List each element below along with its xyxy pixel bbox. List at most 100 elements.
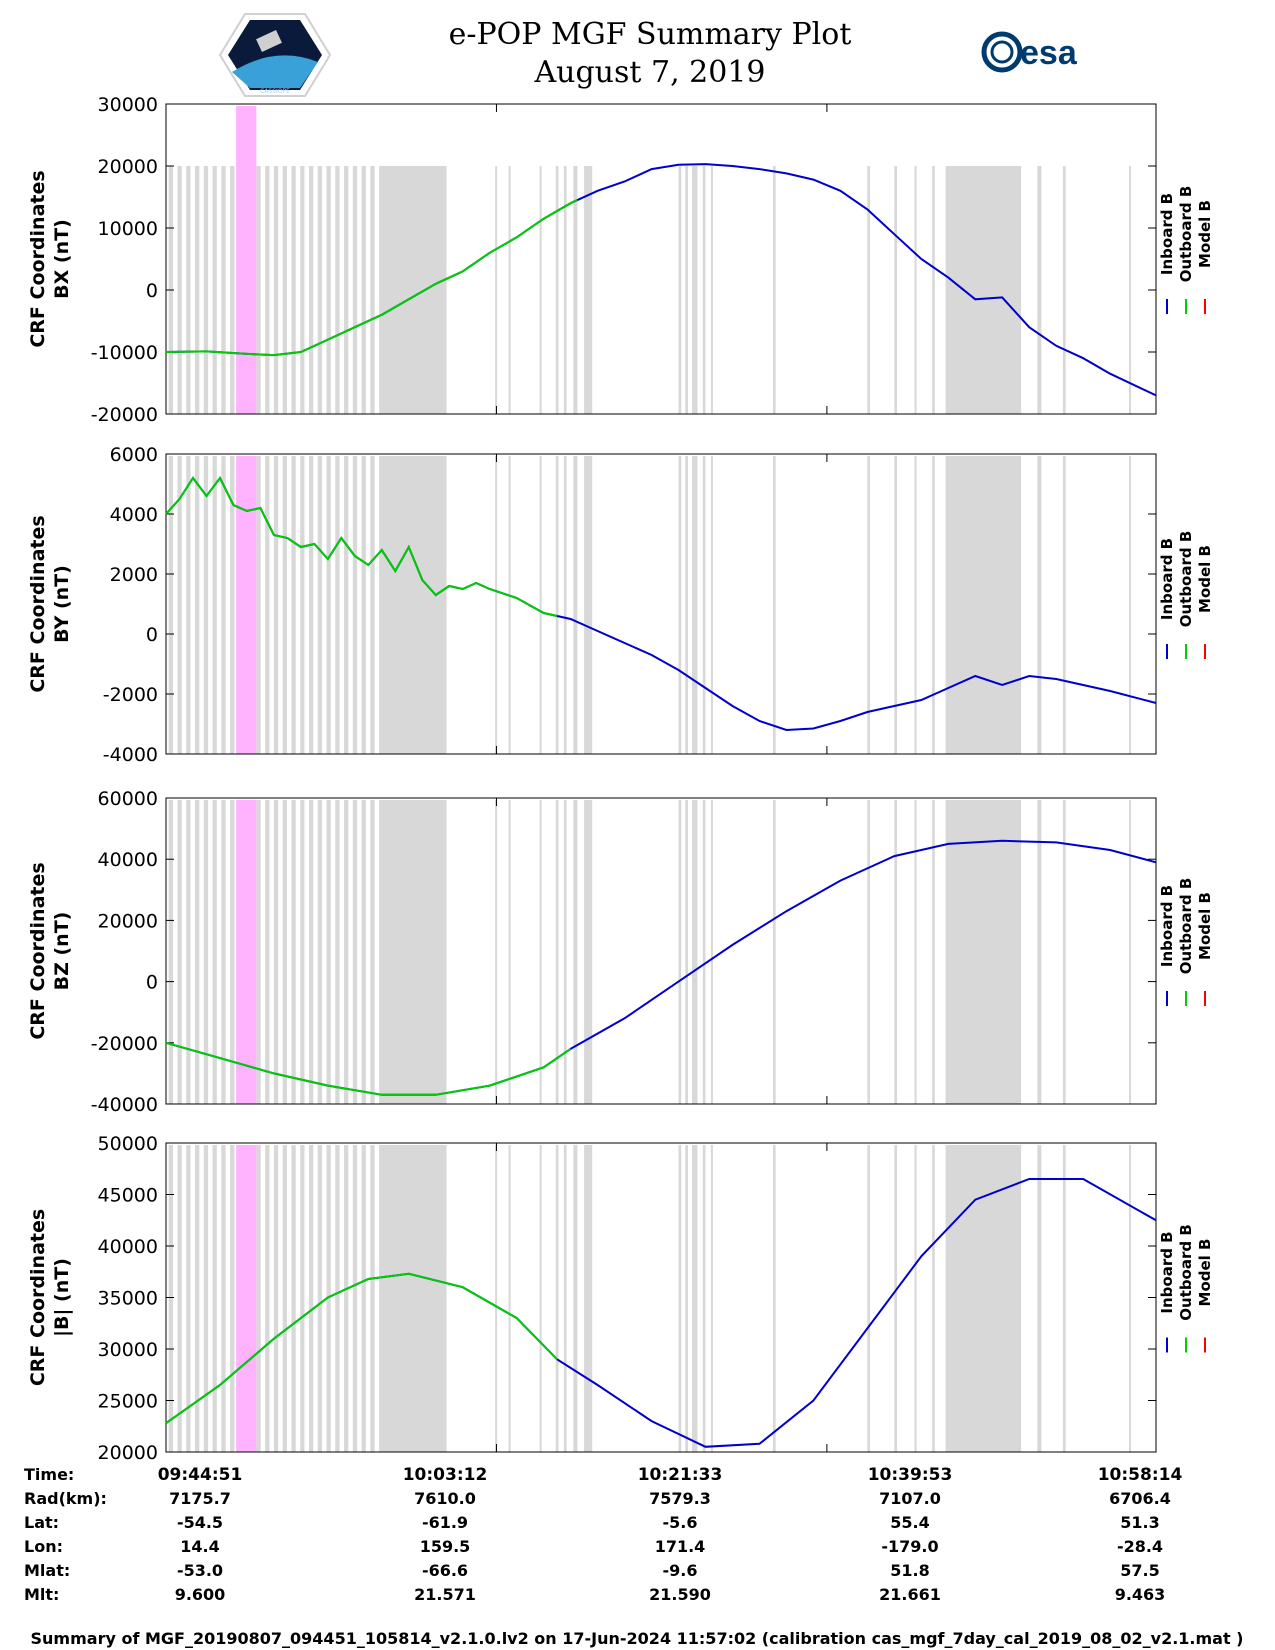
gap-stripe <box>352 800 358 1104</box>
event-band <box>236 456 257 754</box>
gap-stripe <box>326 1145 331 1452</box>
y-tick-label: 0 <box>146 624 158 646</box>
gap-stripe <box>273 800 279 1104</box>
gap-stripe <box>326 456 331 754</box>
gap-stripe <box>177 1145 182 1452</box>
data-gap-shading <box>168 800 1132 1104</box>
y-tick-label: 0 <box>146 280 158 302</box>
gap-stripe <box>194 456 200 754</box>
gap-stripe <box>573 456 578 754</box>
gap-stripe <box>932 1145 935 1452</box>
gap-stripe <box>555 166 559 414</box>
y-tick-label: 20000 <box>98 156 158 178</box>
gap-stripe <box>379 456 384 754</box>
plot-frame <box>165 797 1157 1105</box>
legend-label: Inboard B <box>1158 193 1176 275</box>
y-axis-unit-label: BZ (nT) <box>51 912 73 991</box>
gap-stripe <box>300 166 305 414</box>
gap-stripe <box>300 456 305 754</box>
gap-stripe <box>168 800 174 1104</box>
y-tick-label: 0 <box>146 972 158 994</box>
time-table-cell: 6706.4 <box>1109 1489 1171 1508</box>
gap-stripe <box>381 1145 447 1452</box>
y-tick-label: 40000 <box>98 1236 158 1258</box>
title-line-2: August 7, 2019 <box>533 55 765 90</box>
gap-stripe <box>352 456 358 754</box>
data-gap-shading <box>168 166 1132 414</box>
gap-stripe <box>508 800 511 1104</box>
data-gap-shading <box>168 1145 1132 1452</box>
y-axis-unit-label: |B| (nT) <box>51 1258 73 1337</box>
gap-stripe <box>230 166 235 414</box>
gap-stripe <box>508 456 511 754</box>
gap-stripe <box>344 456 349 754</box>
time-table-cell: 10:39:53 <box>868 1465 953 1485</box>
gap-stripe <box>495 166 498 414</box>
gap-stripe <box>186 456 191 754</box>
gap-stripe <box>710 456 713 754</box>
gap-stripe <box>867 166 871 414</box>
outboard-series-line <box>165 1272 558 1425</box>
gap-stripe <box>894 456 898 754</box>
gap-stripe <box>508 166 511 414</box>
gap-stripe <box>539 456 542 754</box>
gap-stripe <box>1062 800 1066 1104</box>
gap-stripe <box>894 1145 898 1452</box>
gap-stripe <box>555 800 559 1104</box>
gap-stripe <box>177 800 182 1104</box>
gap-stripe <box>265 456 270 754</box>
gap-stripe <box>508 1145 511 1452</box>
gap-stripe <box>335 166 340 414</box>
gap-stripe <box>702 456 706 754</box>
y-axis-label: CRF Coordinates <box>27 1209 49 1386</box>
gap-stripe <box>265 166 270 414</box>
gap-stripe <box>495 1145 498 1452</box>
time-table-cell: -9.6 <box>663 1561 698 1580</box>
time-table-cell: 55.4 <box>890 1513 929 1532</box>
gap-stripe <box>317 1145 323 1452</box>
gap-stripe <box>584 456 593 754</box>
gap-stripe <box>379 166 384 414</box>
gap-stripe <box>212 1145 217 1452</box>
gap-stripe <box>563 166 567 414</box>
gap-stripe <box>335 456 340 754</box>
y-axis-label: CRF Coordinates <box>27 515 49 692</box>
gap-stripe <box>710 800 713 1104</box>
gap-stripe <box>273 166 279 414</box>
gap-stripe <box>1062 1145 1066 1452</box>
outboard-series-line <box>165 199 578 357</box>
gap-stripe <box>168 1145 174 1452</box>
gap-stripe <box>381 800 447 1104</box>
gap-stripe <box>772 1145 776 1452</box>
y-tick-label: 45000 <box>98 1185 158 1207</box>
gap-stripe <box>273 1145 279 1452</box>
gap-stripe <box>710 166 713 414</box>
gap-stripe <box>265 1145 270 1452</box>
gap-stripe <box>702 166 706 414</box>
event-band <box>236 1145 257 1452</box>
event-band <box>236 800 257 1104</box>
gap-stripe <box>230 1145 235 1452</box>
header: CASSIOPE e-POP MGF Summary Plot August 7… <box>218 13 1078 97</box>
gap-stripe <box>555 456 559 754</box>
time-table-cell: 7610.0 <box>414 1489 476 1508</box>
outboard-series-line <box>165 1041 572 1096</box>
gap-stripe <box>300 800 305 1104</box>
gap-stripe <box>1062 456 1066 754</box>
y-tick-label: 20000 <box>98 1442 158 1464</box>
time-table-cell: 10:21:33 <box>638 1465 723 1485</box>
gap-stripe <box>692 166 698 414</box>
gap-stripe <box>563 1145 567 1452</box>
gap-stripe <box>867 1145 871 1452</box>
gap-stripe <box>381 166 447 414</box>
gap-stripe <box>194 800 200 1104</box>
gap-stripe <box>230 800 235 1104</box>
gap-stripe <box>317 166 323 414</box>
gap-stripe <box>539 800 542 1104</box>
gap-stripe <box>1037 800 1042 1104</box>
gap-stripe <box>914 456 917 754</box>
legend-label: Inboard B <box>1158 885 1176 967</box>
y-tick-label: 35000 <box>98 1288 158 1310</box>
y-tick-label: 50000 <box>98 1133 158 1155</box>
time-table-cell: 10:03:12 <box>403 1465 488 1485</box>
